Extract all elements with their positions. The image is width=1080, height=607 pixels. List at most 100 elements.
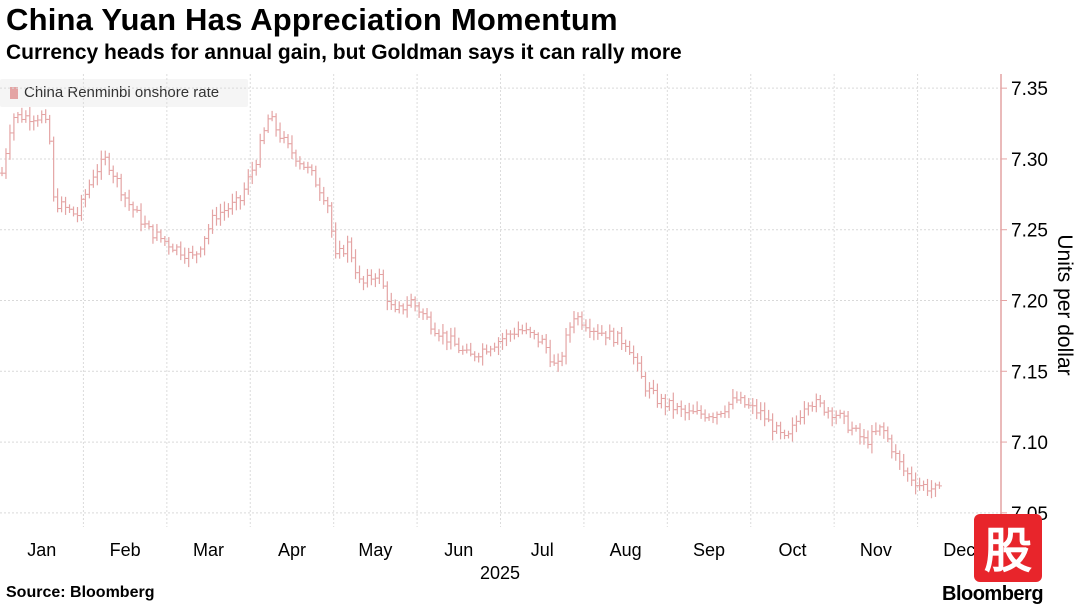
price-bar [643,372,648,397]
price-bar [480,343,486,366]
y-axis: 7.057.107.157.207.257.307.35 [1001,79,1048,525]
stamp-logo-icon: 股 [974,514,1042,582]
price-bar [595,324,601,340]
price-bar [639,356,645,379]
price-bar [821,400,827,416]
price-bar [364,268,370,288]
price-bar [690,404,696,415]
price-bar [206,223,212,245]
y-tick-label: 7.10 [1011,433,1048,454]
x-tick-label: Jan [27,540,56,560]
price-bar [674,402,680,415]
price-bar [646,382,652,399]
price-bar [424,308,430,320]
price-bar [754,398,760,420]
price-bar [182,247,188,264]
price-bar [289,135,295,160]
price-bar [925,478,931,496]
price-bar [786,430,791,439]
price-bar [257,133,263,168]
price-bars [0,107,942,499]
price-bar [7,124,13,160]
price-bar [694,401,700,415]
price-bar [214,206,219,226]
price-bar [345,235,351,263]
price-bar [420,308,426,320]
x-tick-label: Jul [531,540,554,560]
price-bar [789,417,795,442]
price-bar [654,383,660,408]
x-tick-label: Nov [860,540,892,560]
price-bar [368,269,374,286]
price-bar [142,215,148,228]
price-bar [98,150,104,180]
price-bar [567,322,573,343]
price-bar [865,430,871,449]
price-bar [476,352,482,363]
price-bar [547,339,553,368]
price-bar [936,481,942,489]
price-bar [813,393,819,413]
price-bar [114,172,120,188]
price-bar [59,196,65,213]
price-bar [841,410,847,425]
price-bar [3,148,9,179]
price-bar [619,326,625,350]
x-axis: Jan Feb Mar Apr May Jun Jul Aug Sep Oct Nov Dec [27,540,975,560]
price-bar [325,196,331,214]
price-bar [202,236,208,256]
x-axis-year-label: 2025 [480,563,520,583]
price-bar [388,292,394,311]
x-tick-label: Dec [943,540,975,560]
price-bar [452,327,458,347]
price-bar [670,392,676,419]
price-bar [110,165,116,184]
price-bar [158,229,164,243]
price-bar [67,204,73,213]
price-bar [194,251,200,264]
x-tick-label: Oct [778,540,806,560]
price-bar [261,127,267,145]
price-bar [631,345,637,365]
price-bar [436,329,442,342]
gridlines [0,74,1001,527]
price-bar [118,173,124,202]
price-bar [650,379,656,395]
price-bar [337,240,343,259]
y-tick-label: 7.35 [1011,79,1048,100]
price-bar [341,244,347,257]
price-bar [86,179,92,199]
price-bar [225,203,231,218]
price-bar [432,322,438,337]
x-tick-label: Mar [193,540,224,560]
chart-title: China Yuan Has Appreciation Momentum [6,2,618,37]
svg-text:股: 股 [984,523,1032,579]
price-bar [51,136,57,202]
price-bar [317,177,323,201]
price-bar [583,319,589,332]
price-bar [253,159,259,176]
price-bar [384,281,390,311]
price-bar [285,134,291,149]
price-bar [869,424,875,454]
price-bar [396,301,402,314]
price-bar [662,394,668,416]
price-bar [186,247,192,268]
price-bar [372,273,378,288]
price-bar [801,401,807,425]
price-bar [770,413,776,441]
price-bar [762,402,768,427]
price-bar [313,165,319,188]
price-bar [126,189,132,211]
price-bar [293,149,299,167]
price-bar [106,152,112,176]
price-bar [353,249,359,280]
price-bar [277,122,283,143]
price-bar [535,332,541,348]
price-bar [873,422,879,436]
price-bar [309,164,315,176]
price-bar [94,164,100,186]
price-bar [464,343,470,354]
price-bar [229,193,235,215]
